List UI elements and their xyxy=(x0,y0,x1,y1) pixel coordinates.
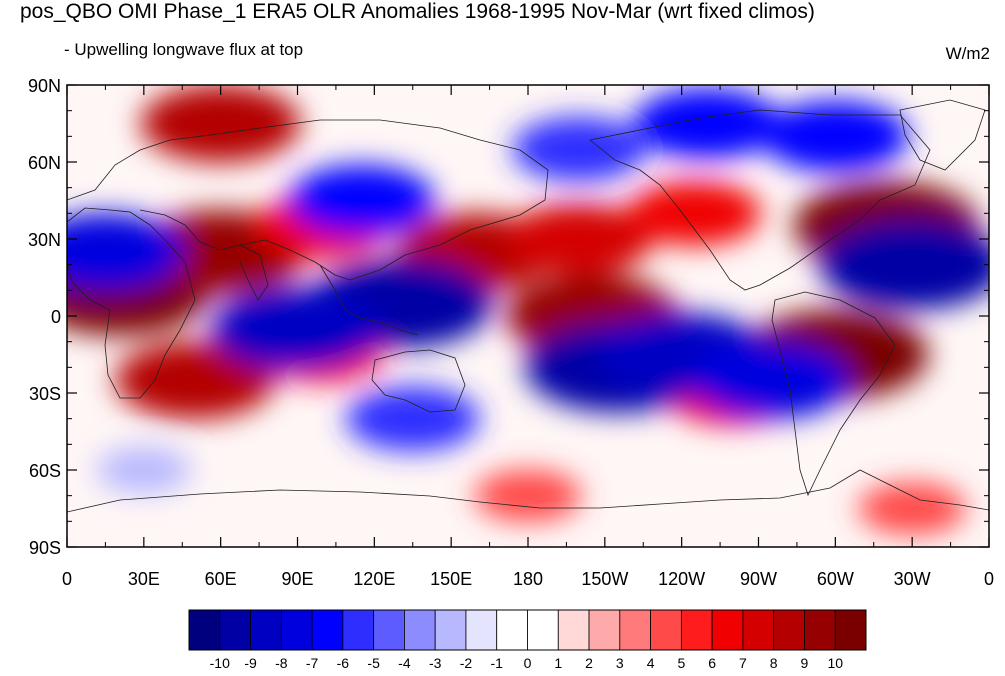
x-tick-label: 120E xyxy=(353,569,395,589)
colorbar-label: 3 xyxy=(616,655,624,671)
x-tick-label: 0 xyxy=(62,569,72,589)
x-tick-label: 60W xyxy=(817,569,854,589)
colorbar-swatch xyxy=(619,609,651,651)
anomaly-region xyxy=(474,469,582,522)
map-subtitle: - Upwelling longwave flux at top xyxy=(64,40,304,59)
anomaly-region xyxy=(505,203,653,275)
x-tick-label: 0 xyxy=(984,569,994,589)
colorbar-label: 5 xyxy=(677,655,685,671)
colorbar-swatch xyxy=(834,609,867,651)
colorbar-swatch xyxy=(711,609,744,651)
y-axis: 90N 60N 30N 0 30S 60S 90S xyxy=(28,76,989,558)
colorbar-label: -7 xyxy=(306,655,319,671)
x-axis: 0 30E 60E 90E 120E 150E 180 150W 120W 90W 60W 30W 0 xyxy=(62,85,994,589)
anomaly-region xyxy=(512,116,647,182)
colorbar-label: 8 xyxy=(770,655,778,671)
colorbar-label: -10 xyxy=(210,655,230,671)
colorbar-swatch xyxy=(342,609,375,651)
colorbar-label: 4 xyxy=(647,655,655,671)
australia-outline xyxy=(371,349,466,413)
colorbar: -10 -9 -8 -7 -6 -5 -4 -3 -2 -1 0 1 2 3 4 5 6 7 8 9 10 xyxy=(188,609,867,671)
colorbar-swatch xyxy=(280,609,313,651)
anomaly-region xyxy=(140,85,301,163)
colorbar-swatch xyxy=(188,609,221,651)
colorbar-swatch xyxy=(804,609,836,651)
y-tick-label: 60N xyxy=(28,153,61,173)
europe-asia-outline xyxy=(67,119,549,281)
anomaly-region xyxy=(96,447,192,493)
colorbar-swatch xyxy=(742,609,775,651)
x-tick-label: 150W xyxy=(581,569,628,589)
coastlines xyxy=(67,99,989,513)
greenland-outline xyxy=(899,99,986,171)
colorbar-swatch xyxy=(650,609,682,651)
colorbar-label: -5 xyxy=(367,655,380,671)
colorbar-swatch xyxy=(219,609,251,651)
y-tick-label: 30N xyxy=(28,230,61,250)
x-tick-label: 90E xyxy=(281,569,313,589)
colorbar-swatch xyxy=(773,609,805,651)
colorbar-label: -8 xyxy=(275,655,288,671)
colorbar-swatch xyxy=(404,609,436,651)
colorbar-swatch xyxy=(434,609,467,651)
colorbar-label: -9 xyxy=(244,655,257,671)
colorbar-swatch xyxy=(311,609,344,651)
colorbar-label: 9 xyxy=(801,655,809,671)
anomaly-region xyxy=(691,341,852,419)
colorbar-label: 10 xyxy=(827,655,843,671)
colorbar-label: 2 xyxy=(585,655,593,671)
colorbar-label: -6 xyxy=(337,655,350,671)
south-america-outline xyxy=(771,291,896,497)
colorbar-label: 6 xyxy=(708,655,716,671)
africa-outline xyxy=(67,207,196,399)
y-tick-label: 60S xyxy=(29,461,61,481)
y-tick-label: 30S xyxy=(29,384,61,404)
colorbar-swatch xyxy=(496,609,528,651)
x-tick-label: 30E xyxy=(128,569,160,589)
colorbar-swatch xyxy=(680,609,713,651)
y-tick-label: 90N xyxy=(28,76,61,96)
india-outline xyxy=(239,244,269,301)
x-tick-label: 30W xyxy=(894,569,931,589)
anomaly-region xyxy=(67,213,186,291)
anomaly-region xyxy=(211,286,384,371)
plot-area xyxy=(67,85,989,547)
north-america-outline xyxy=(589,109,931,291)
colorbar-swatch xyxy=(465,609,498,651)
x-tick-label: 90W xyxy=(740,569,777,589)
colorbar-frame xyxy=(188,609,867,651)
colorbar-label: 0 xyxy=(524,655,532,671)
units-label: W/m2 xyxy=(945,44,990,63)
x-tick-label: 120W xyxy=(658,569,705,589)
x-tick-label: 180 xyxy=(513,569,543,589)
colorbar-label: -2 xyxy=(460,655,473,671)
anomaly-region xyxy=(761,100,909,172)
anomaly-region xyxy=(633,87,781,160)
colorbar-label: -1 xyxy=(491,655,504,671)
anomaly-region xyxy=(345,386,480,452)
x-tick-label: 60E xyxy=(205,569,237,589)
southeast-asia-outline xyxy=(319,264,419,336)
colorbar-label: -3 xyxy=(429,655,442,671)
y-tick-label: 90S xyxy=(29,538,61,558)
colorbar-swatch xyxy=(250,609,282,651)
anomaly-region xyxy=(858,482,967,535)
anomaly-region xyxy=(627,180,762,246)
colorbar-label: 7 xyxy=(739,655,747,671)
y-tick-label: 0 xyxy=(51,307,61,327)
anomaly-region xyxy=(288,164,435,237)
colorbar-swatch xyxy=(373,609,405,651)
anomaly-region xyxy=(819,219,989,310)
colorbar-label: 1 xyxy=(554,655,562,671)
colorbar-swatch xyxy=(588,609,621,651)
x-tick-label: 150E xyxy=(430,569,472,589)
antarctica-outline xyxy=(67,469,989,513)
map-title: pos_QBO OMI Phase_1 ERA5 OLR Anomalies 1… xyxy=(20,0,815,23)
colorbar-swatch xyxy=(527,609,559,651)
anomaly-field xyxy=(67,85,989,535)
colorbar-swatch xyxy=(557,609,590,651)
anomaly-region xyxy=(115,341,276,419)
colorbar-label: -4 xyxy=(398,655,411,671)
